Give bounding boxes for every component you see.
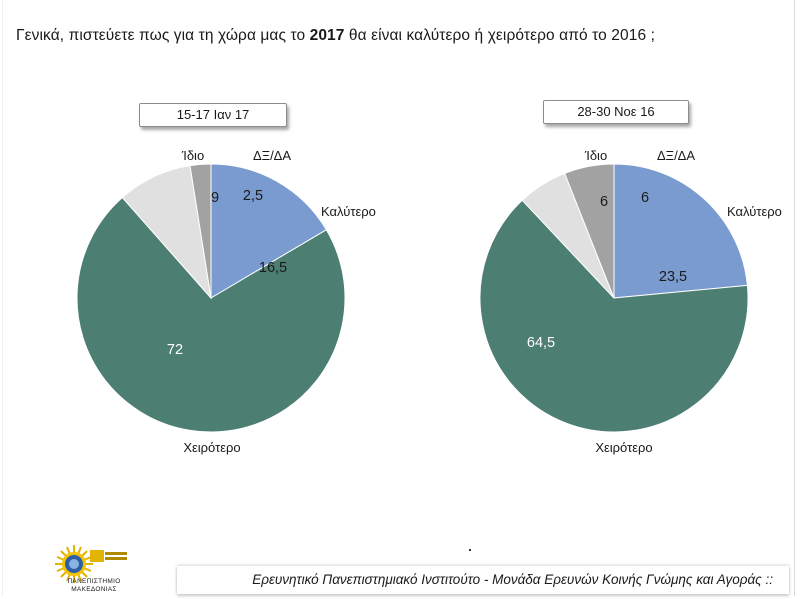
- chart-title-nov16: 28-30 Νοε 16: [543, 100, 689, 124]
- question-text-part1: Γενικά, πιστεύετε πως για τη χώρα μας το: [16, 27, 310, 44]
- pie-slice-nov16-better: [613, 163, 748, 299]
- category-label-nov16-same: Ίδιο: [584, 148, 607, 163]
- category-label-jan17-dk_na: ΔΞ/ΔΑ: [253, 148, 291, 163]
- data-label-nov16-same: 6: [600, 194, 608, 210]
- stray-dot: [469, 549, 471, 551]
- footer-band: Ερευνητικό Πανεπιστημιακό Ινστιτούτο - Μ…: [177, 566, 789, 594]
- logo-text-line2: ΜΑΚΕΔΟΝΙΑΣ: [71, 586, 117, 593]
- pie-chart-nov16: 23,5 Καλύτερο 64,5 Χειρότερο 6 Ίδιο 6 ΔΞ/ΔΑ: [479, 148, 782, 455]
- pie-slice-nov16-worse: [479, 199, 749, 433]
- chart-title-jan17: 15-17 Ιαν 17: [139, 103, 287, 127]
- category-label-jan17-worse: Χειρότερο: [183, 440, 240, 455]
- category-label-nov16-worse: Χειρότερο: [595, 440, 652, 455]
- category-label-jan17-better: Καλύτερο: [321, 204, 376, 219]
- data-label-jan17-worse: 72: [167, 342, 183, 358]
- pie-chart-jan17: 16,5 Καλύτερο 72 Χειρότερο 9 Ίδιο 2,5 ΔΞ/ΔΑ: [76, 148, 376, 455]
- data-label-nov16-better: 23,5: [659, 269, 687, 285]
- footer-text: Ερευνητικό Πανεπιστημιακό Ινστιτούτο - Μ…: [252, 572, 773, 587]
- category-label-nov16-dk_na: ΔΞ/ΔΑ: [657, 148, 695, 163]
- pie-slice-jan17-better: [210, 163, 328, 299]
- pie-slice-nov16-dk_na: [564, 163, 615, 299]
- category-label-nov16-better: Καλύτερο: [727, 204, 782, 219]
- data-label-jan17-dk_na: 2,5: [243, 188, 263, 204]
- question-year-bold: 2017: [309, 27, 345, 44]
- university-of-macedonia-logo-icon: [55, 545, 127, 583]
- logo-text-line1: ΠΑΝΕΠΙΣΤΗΜΙΟ: [67, 578, 121, 585]
- data-label-nov16-worse: 64,5: [527, 335, 555, 351]
- data-label-jan17-better: 16,5: [259, 260, 287, 276]
- data-label-nov16-dk_na: 6: [641, 190, 649, 206]
- pie-slice-jan17-worse: [76, 196, 346, 433]
- data-label-jan17-same: 9: [211, 190, 219, 206]
- question-text-part2: θα είναι καλύτερο ή χειρότερο από το 201…: [344, 27, 655, 44]
- pie-slice-jan17-dk_na: [189, 163, 212, 299]
- question-title: Γενικά, πιστεύετε πως για τη χώρα μας το…: [16, 27, 776, 45]
- category-label-jan17-same: Ίδιο: [181, 148, 204, 163]
